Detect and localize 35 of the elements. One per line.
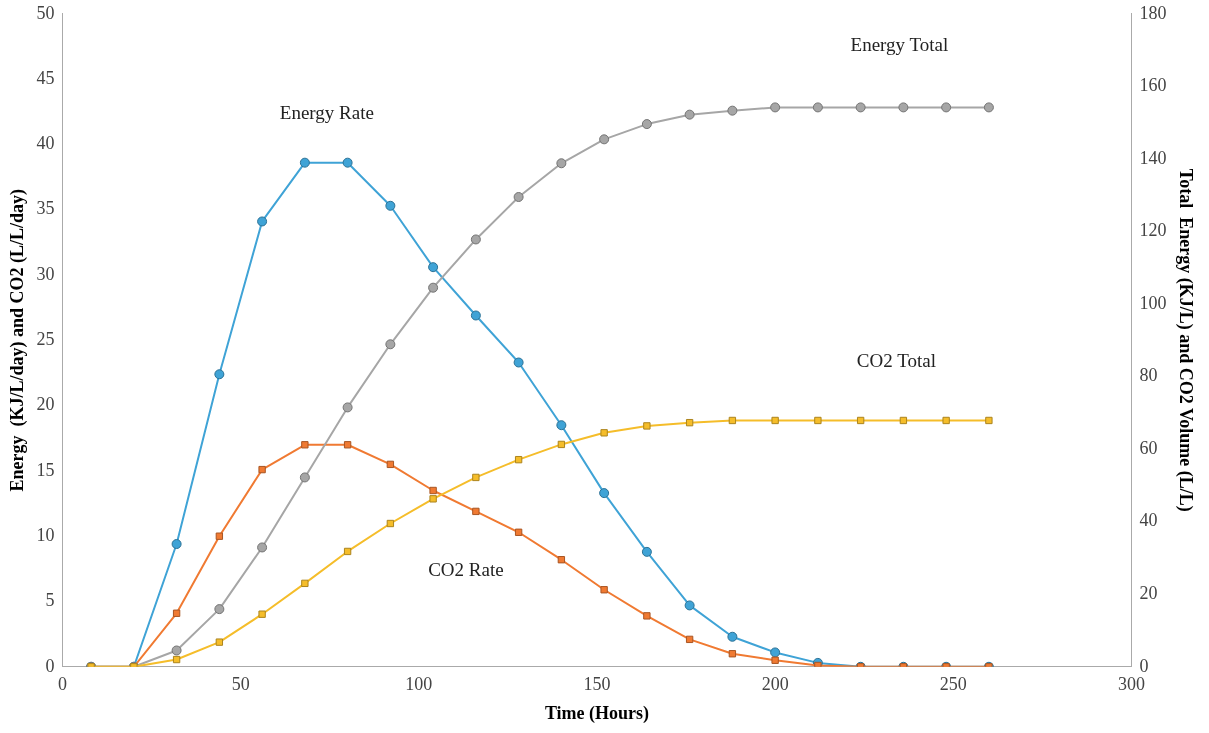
y-tick-label: 10 [36, 524, 55, 545]
y-tick-label: 25 [36, 329, 55, 350]
y-tick-label: 30 [36, 263, 55, 284]
x-axis-title: Time (Hours) [544, 702, 650, 724]
y2-axis-title: Total Energy (KJ/L) and CO2 Volume (L/L) [1174, 168, 1196, 512]
series-label: CO2 Rate [428, 559, 504, 581]
y2-tick-label: 0 [1139, 655, 1149, 676]
y2-tick-label: 60 [1139, 437, 1158, 458]
y-tick-label: 50 [36, 2, 55, 23]
y-axis-title: Energy (KJ/L/day) and CO2 (L/L/day) [7, 189, 29, 492]
x-tick-label: 150 [583, 674, 611, 695]
y-tick-label: 5 [45, 590, 55, 611]
x-tick-label: 300 [1117, 674, 1145, 695]
y-tick-label: 15 [36, 459, 55, 480]
x-tick-label: 50 [231, 674, 250, 695]
x-tick-label: 200 [761, 674, 789, 695]
y-tick-label: 45 [36, 67, 55, 88]
y2-tick-label: 120 [1139, 220, 1167, 241]
y-tick-label: 35 [36, 198, 55, 219]
y2-tick-label: 140 [1139, 147, 1167, 168]
x-tick-label: 0 [58, 674, 68, 695]
y2-tick-label: 20 [1139, 582, 1158, 603]
y2-tick-label: 80 [1139, 365, 1158, 386]
x-tick-label: 100 [405, 674, 433, 695]
text: Energy Total [850, 34, 949, 56]
y2-tick-label: 180 [1139, 2, 1167, 23]
y-tick-label: 0 [45, 655, 55, 676]
y2-tick-label: 160 [1139, 75, 1167, 96]
y-tick-label: 40 [36, 133, 55, 154]
y2-tick-label: 100 [1139, 292, 1167, 313]
y-tick-label: 20 [36, 394, 55, 415]
text: CO2 Total [856, 350, 936, 372]
text: Energy Rate [279, 101, 374, 123]
y2-tick-label: 40 [1139, 510, 1158, 531]
x-tick-label: 250 [939, 674, 967, 695]
